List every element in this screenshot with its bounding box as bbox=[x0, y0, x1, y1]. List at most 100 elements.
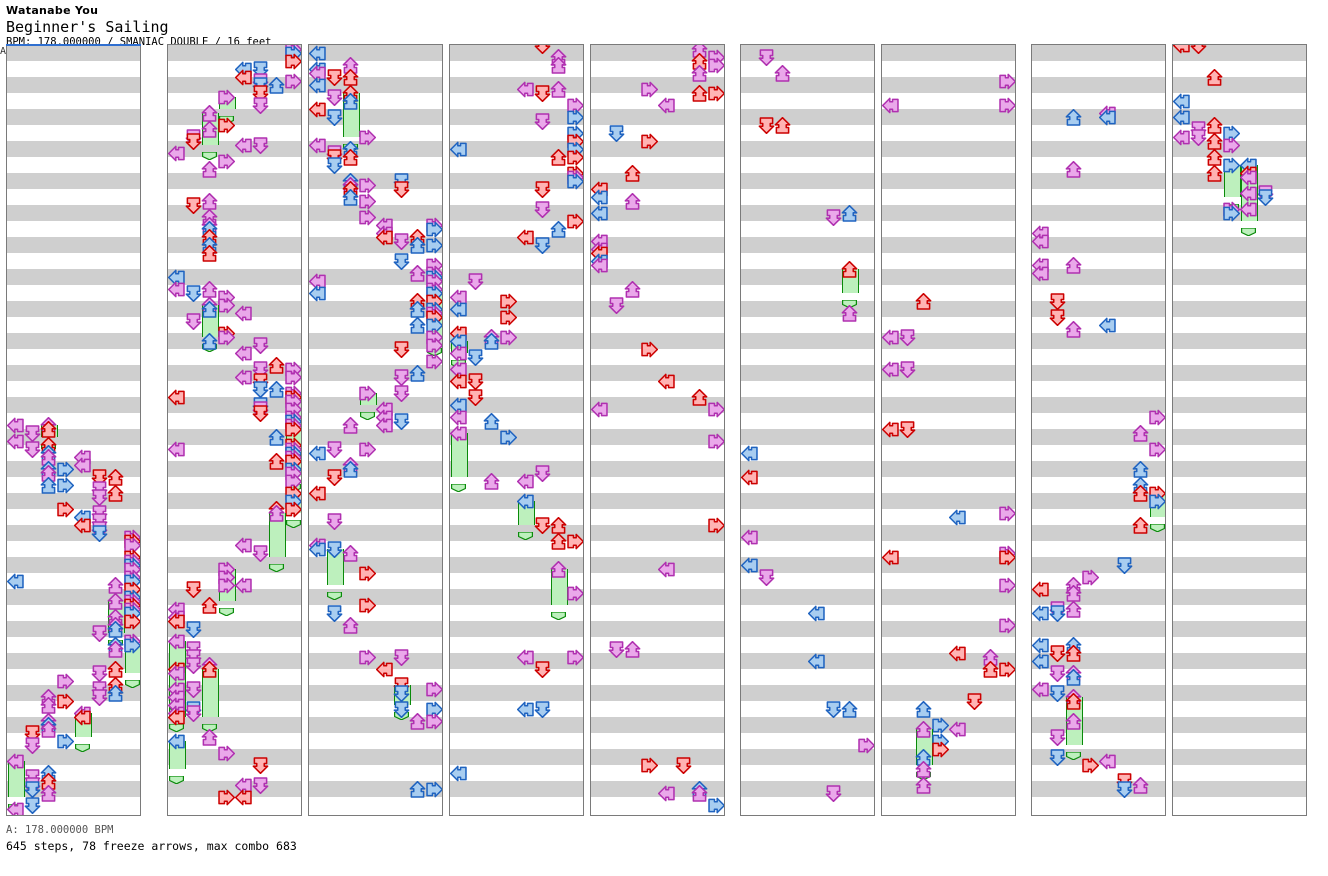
note-arrow bbox=[168, 613, 185, 630]
measure bbox=[450, 429, 583, 493]
beat-band bbox=[168, 237, 301, 253]
note-arrow bbox=[124, 613, 140, 630]
note-arrow bbox=[534, 517, 551, 534]
beat-band bbox=[168, 669, 301, 685]
note-arrow bbox=[1065, 257, 1082, 274]
beat-band bbox=[882, 477, 1015, 493]
note-arrow bbox=[1065, 109, 1082, 126]
measure bbox=[7, 365, 140, 429]
note-arrow bbox=[758, 49, 775, 66]
note-arrow bbox=[567, 149, 583, 166]
note-arrow bbox=[500, 329, 518, 346]
chart-panel bbox=[881, 44, 1016, 816]
note-arrow bbox=[326, 89, 343, 106]
measure bbox=[309, 429, 442, 493]
measure bbox=[591, 301, 724, 365]
beat-band bbox=[1032, 109, 1165, 125]
chart-panel bbox=[167, 44, 302, 816]
beat-band bbox=[309, 77, 442, 93]
beat-band bbox=[1173, 269, 1306, 285]
note-arrow bbox=[285, 501, 301, 518]
measure bbox=[168, 237, 301, 301]
note-arrow bbox=[168, 665, 185, 682]
freeze-tail-cap bbox=[842, 293, 858, 309]
beat-band bbox=[591, 397, 724, 413]
beat-band bbox=[741, 381, 874, 397]
note-arrow bbox=[567, 109, 583, 126]
beat-band bbox=[7, 621, 140, 637]
chart-panel bbox=[590, 44, 725, 816]
freeze-tail-cap bbox=[269, 557, 285, 573]
measure bbox=[168, 749, 301, 813]
beat-band bbox=[741, 413, 874, 429]
beat-band bbox=[741, 765, 874, 781]
beat-band bbox=[168, 381, 301, 397]
song-title: Beginner's Sailing bbox=[6, 18, 169, 36]
freeze-tail-cap bbox=[517, 525, 533, 541]
beat-band bbox=[741, 605, 874, 621]
freeze-body bbox=[326, 549, 344, 585]
note-arrow bbox=[774, 65, 791, 82]
beat-band bbox=[741, 541, 874, 557]
beat-band bbox=[309, 349, 442, 365]
note-arrow bbox=[426, 237, 442, 254]
chart-panel bbox=[1031, 44, 1166, 816]
beat-band bbox=[7, 109, 140, 125]
beat-band bbox=[7, 333, 140, 349]
note-arrow bbox=[1116, 781, 1133, 798]
note-arrow bbox=[107, 577, 124, 594]
note-arrow bbox=[882, 549, 899, 566]
note-arrow bbox=[450, 141, 467, 158]
beat-band bbox=[7, 285, 140, 301]
note-arrow bbox=[252, 381, 269, 398]
beat-band bbox=[882, 397, 1015, 413]
beat-band bbox=[7, 365, 140, 381]
measure bbox=[741, 173, 874, 237]
chart-panel bbox=[449, 44, 584, 816]
beat-band bbox=[591, 765, 724, 781]
note-arrow bbox=[24, 797, 41, 814]
note-arrow bbox=[326, 441, 343, 458]
note-arrow bbox=[1239, 201, 1257, 218]
beat-band bbox=[1173, 509, 1306, 525]
note-arrow bbox=[999, 577, 1015, 594]
beat-band bbox=[309, 317, 442, 333]
freeze-tail-cap bbox=[202, 717, 218, 733]
beat-band bbox=[309, 445, 442, 461]
measure bbox=[1032, 749, 1165, 813]
note-arrow bbox=[999, 505, 1015, 522]
beat-band bbox=[7, 397, 140, 413]
note-arrow bbox=[375, 661, 393, 678]
note-arrow bbox=[1065, 669, 1082, 686]
freeze-tail-cap bbox=[285, 513, 301, 529]
note-arrow bbox=[1049, 749, 1066, 766]
beat-band bbox=[1173, 605, 1306, 621]
measure bbox=[450, 749, 583, 813]
beat-band bbox=[450, 509, 583, 525]
note-arrow bbox=[201, 597, 218, 614]
beat-band bbox=[450, 365, 583, 381]
beat-band bbox=[1032, 397, 1165, 413]
beat-band bbox=[741, 301, 874, 317]
note-arrow bbox=[467, 273, 484, 290]
note-arrow bbox=[342, 417, 359, 434]
note-arrow bbox=[168, 281, 185, 298]
note-arrow bbox=[708, 57, 724, 74]
beat-band bbox=[741, 349, 874, 365]
beat-band bbox=[168, 717, 301, 733]
beat-band bbox=[1032, 349, 1165, 365]
measure bbox=[1173, 365, 1306, 429]
note-arrow bbox=[342, 189, 359, 206]
note-arrow bbox=[483, 413, 500, 430]
note-arrow bbox=[252, 405, 269, 422]
note-arrow bbox=[168, 145, 185, 162]
note-arrow bbox=[1032, 605, 1049, 622]
note-arrow bbox=[450, 765, 467, 782]
beat-band bbox=[450, 445, 583, 461]
note-arrow bbox=[657, 97, 675, 114]
beat-band bbox=[168, 269, 301, 285]
note-arrow bbox=[483, 333, 500, 350]
beat-band bbox=[168, 765, 301, 781]
beat-band bbox=[882, 637, 1015, 653]
beat-band bbox=[7, 525, 140, 541]
